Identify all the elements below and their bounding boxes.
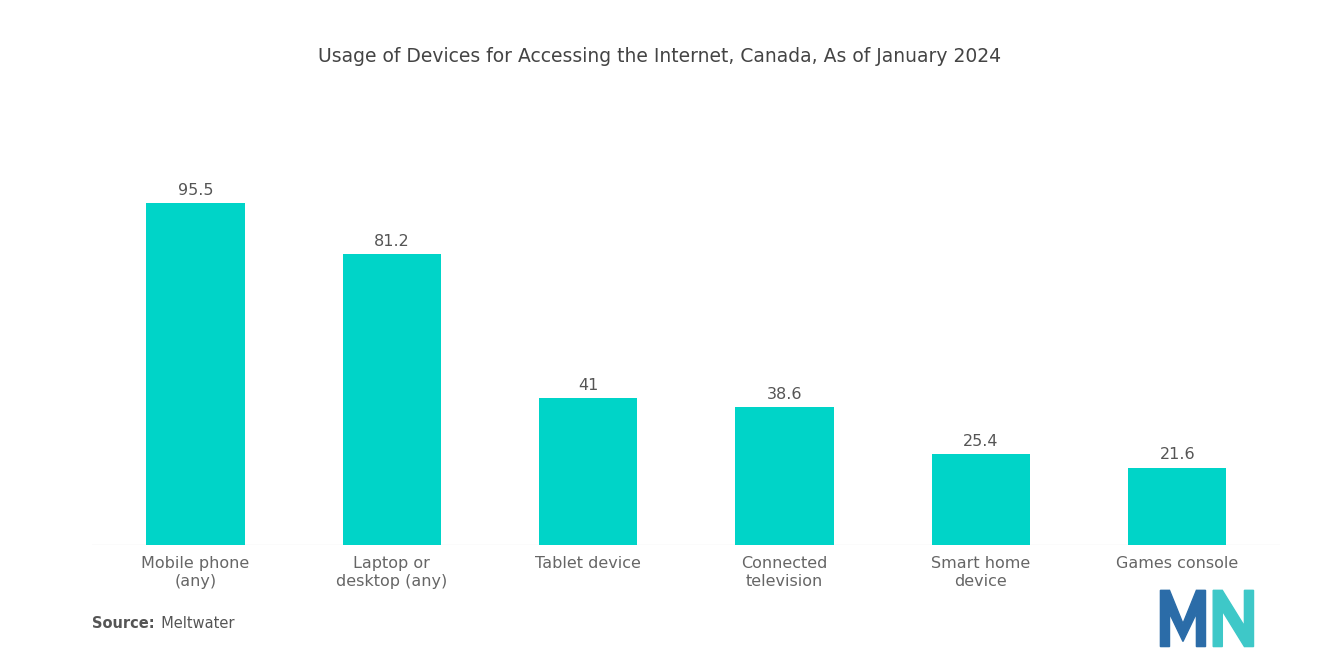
Bar xyxy=(932,454,1030,545)
Bar xyxy=(1129,468,1226,545)
Text: Source:: Source: xyxy=(92,616,154,632)
Text: Usage of Devices for Accessing the Internet, Canada, As of January 2024: Usage of Devices for Accessing the Inter… xyxy=(318,47,1002,66)
Text: Meltwater: Meltwater xyxy=(152,616,235,632)
Bar xyxy=(147,203,244,545)
Bar xyxy=(735,407,834,545)
Text: 95.5: 95.5 xyxy=(178,182,214,198)
Bar xyxy=(539,398,638,545)
Text: 81.2: 81.2 xyxy=(374,234,409,249)
Polygon shape xyxy=(1213,591,1254,646)
Text: 41: 41 xyxy=(578,378,598,393)
Text: 25.4: 25.4 xyxy=(964,434,999,449)
Text: 38.6: 38.6 xyxy=(767,386,803,402)
Polygon shape xyxy=(1160,591,1205,646)
Bar xyxy=(343,254,441,545)
Text: 21.6: 21.6 xyxy=(1159,448,1195,462)
